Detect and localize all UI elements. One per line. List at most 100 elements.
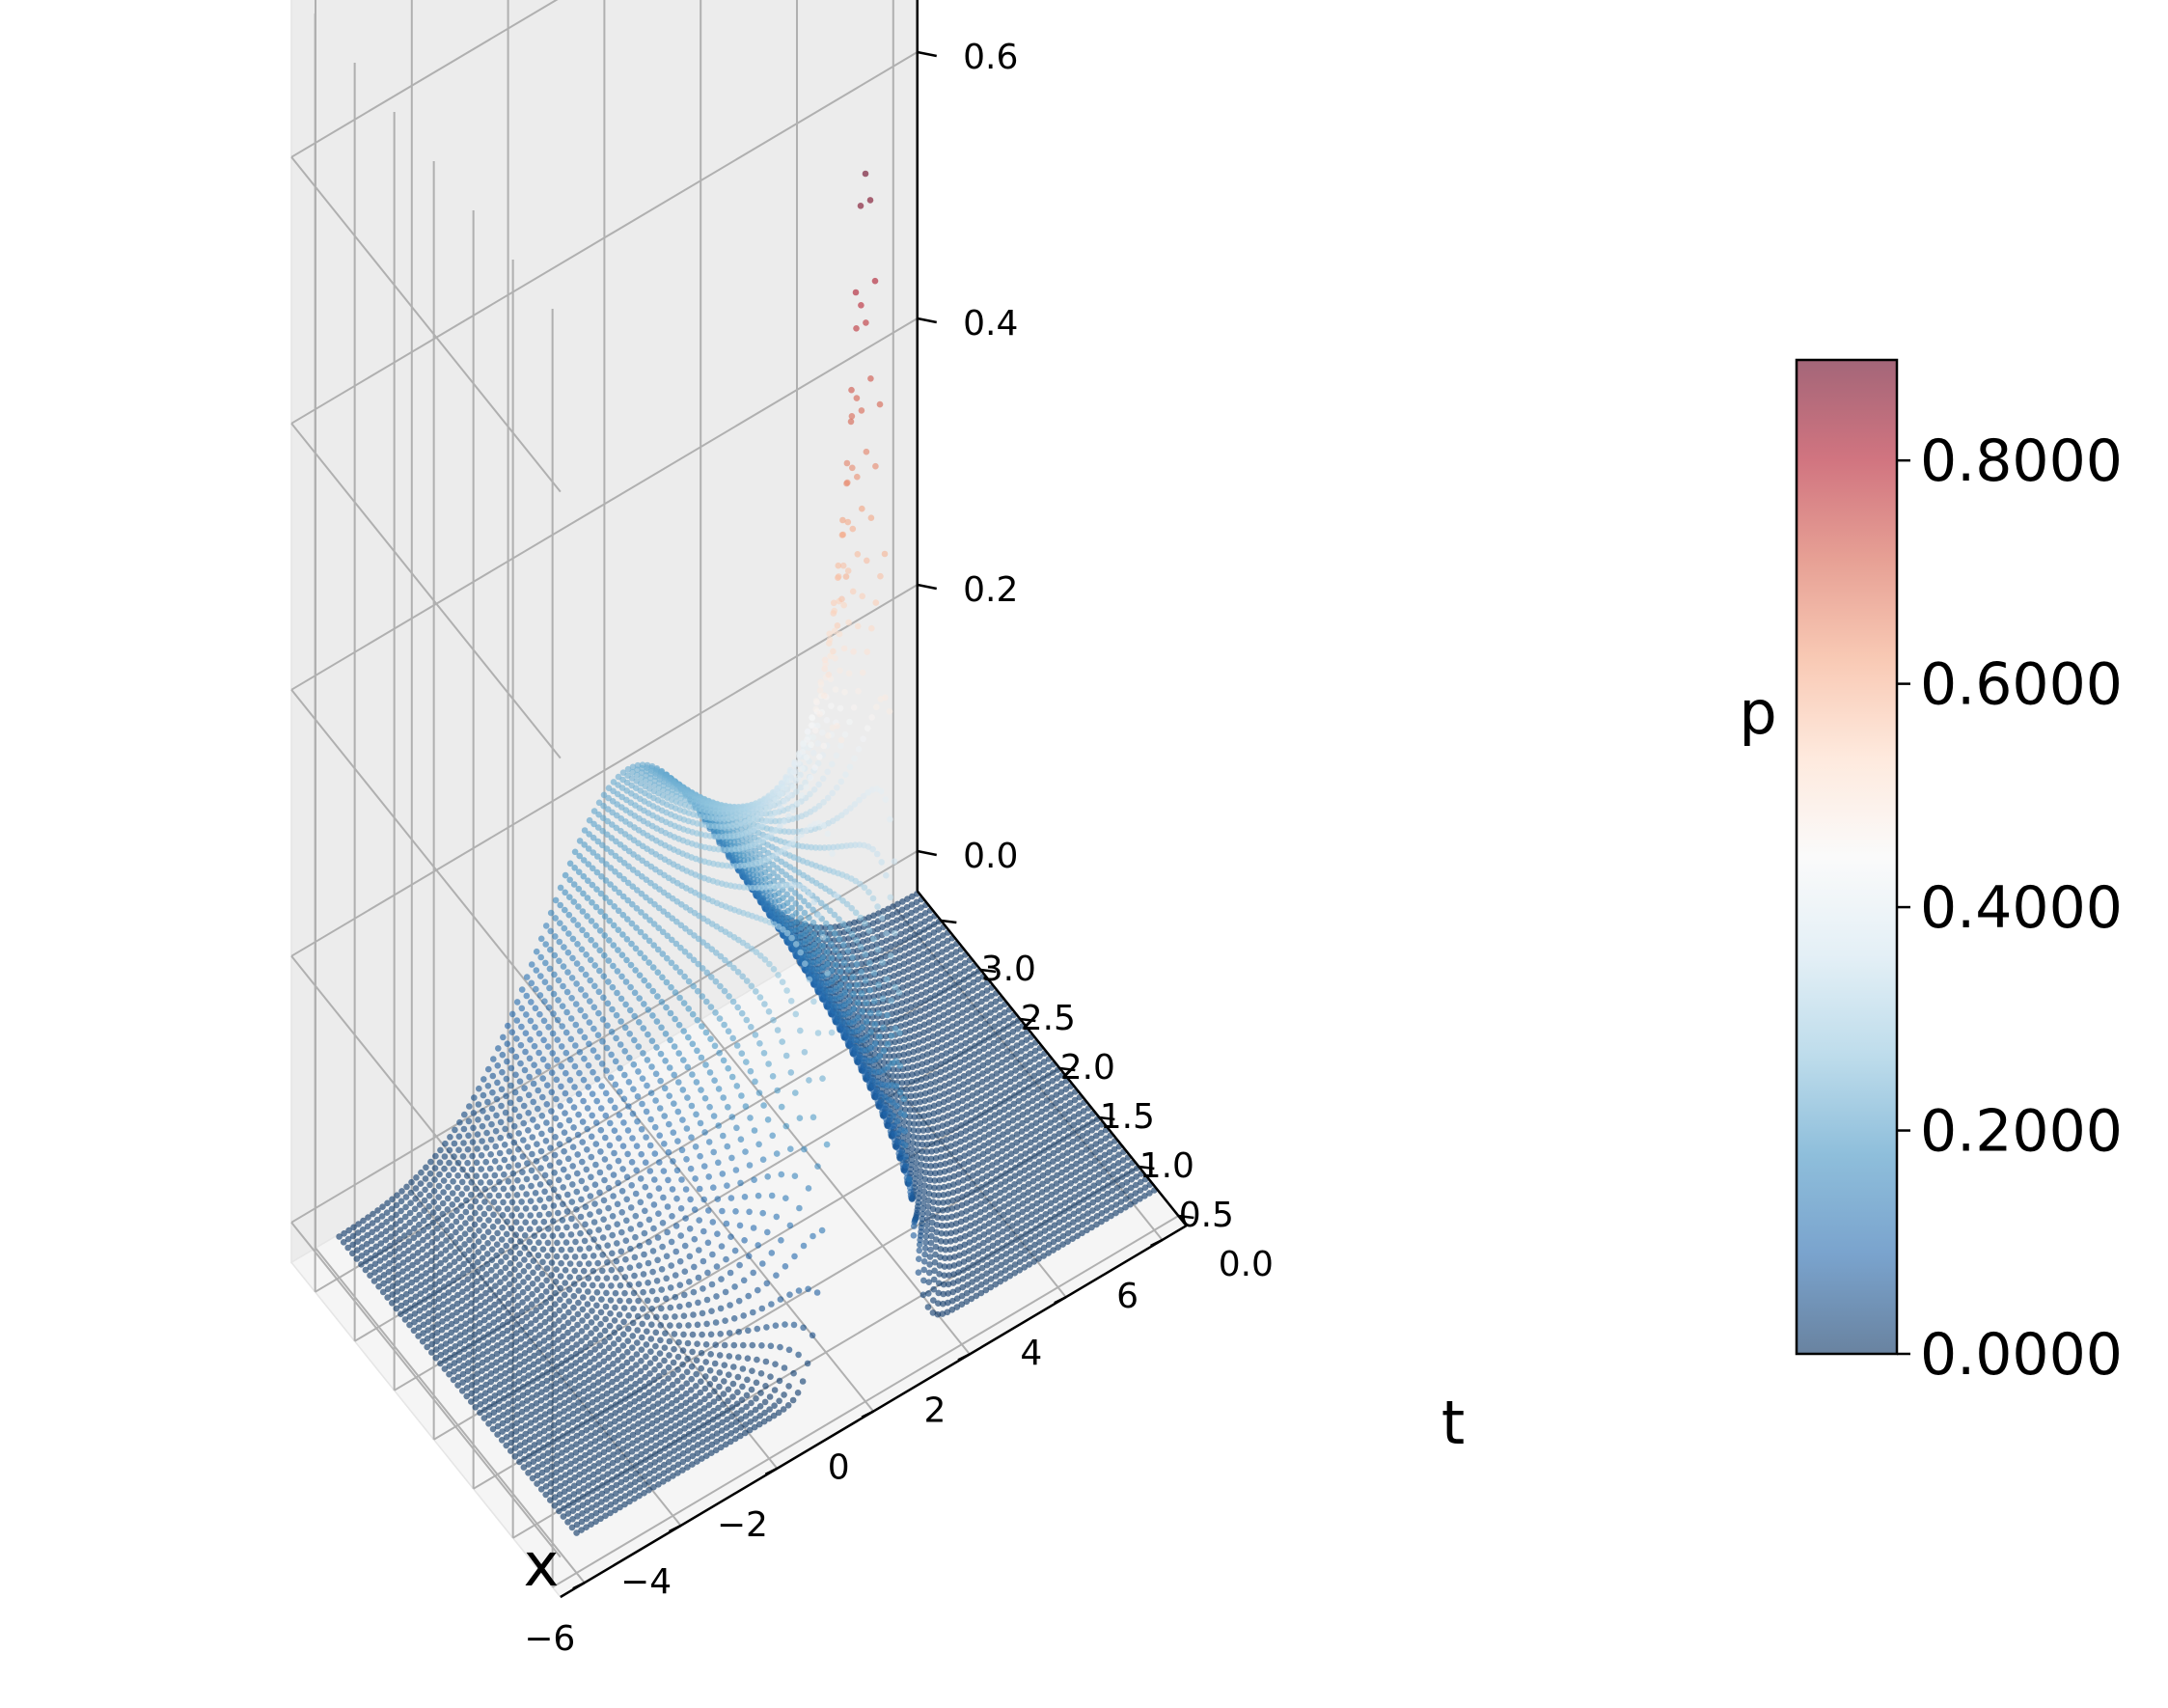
gridline-left-p	[290, 156, 562, 493]
data-point	[406, 1209, 414, 1217]
data-point	[613, 1274, 619, 1281]
data-point	[662, 1330, 669, 1336]
data-point	[643, 876, 650, 883]
data-point	[551, 1321, 558, 1328]
data-point	[704, 1239, 712, 1247]
data-point	[487, 1370, 495, 1377]
data-point	[533, 1173, 539, 1181]
data-point	[550, 1186, 558, 1194]
data-point	[894, 978, 902, 985]
data-point	[547, 927, 554, 935]
data-point	[910, 955, 918, 963]
data-point	[395, 1262, 402, 1270]
data-point	[497, 1118, 505, 1126]
data-point	[961, 959, 969, 967]
data-point	[881, 1053, 889, 1060]
data-point	[923, 1066, 930, 1074]
data-point	[619, 1166, 626, 1172]
data-point	[506, 1148, 513, 1155]
data-point	[464, 1367, 472, 1375]
data-point	[969, 1084, 976, 1091]
data-point	[933, 959, 941, 967]
data-point	[940, 1011, 947, 1019]
data-point	[377, 1240, 385, 1247]
data-point	[459, 1166, 466, 1173]
data-point	[921, 918, 928, 925]
data-point	[560, 963, 567, 970]
data-point	[400, 1251, 407, 1257]
data-point	[645, 937, 653, 945]
data-point	[519, 1391, 527, 1399]
data-point	[425, 1233, 431, 1240]
data-point	[566, 1077, 574, 1084]
data-point	[514, 1176, 521, 1184]
data-point	[394, 1288, 401, 1295]
data-point	[637, 1175, 645, 1182]
data-point	[963, 1023, 970, 1031]
data-point	[428, 1332, 436, 1339]
data-point	[642, 913, 649, 920]
data-point	[580, 1076, 588, 1084]
data-point	[906, 1119, 913, 1127]
data-point	[552, 1289, 559, 1297]
data-point	[596, 947, 603, 954]
data-point	[589, 1112, 595, 1119]
data-point	[647, 1348, 654, 1355]
data-point	[1014, 1033, 1021, 1041]
data-point	[462, 1208, 470, 1216]
data-point	[534, 1123, 541, 1130]
data-point	[806, 925, 813, 932]
data-point	[805, 902, 812, 909]
data-point	[640, 1288, 646, 1296]
data-point	[621, 1274, 629, 1281]
data-point	[562, 1267, 569, 1274]
data-point	[491, 1292, 499, 1299]
data-point	[609, 1006, 616, 1013]
data-point	[604, 831, 611, 839]
data-point	[515, 1113, 523, 1120]
data-point	[1023, 1045, 1029, 1052]
data-point	[563, 1224, 570, 1231]
data-point	[920, 1113, 928, 1119]
data-point	[411, 1205, 419, 1213]
data-point	[973, 1106, 980, 1114]
data-point	[1018, 1039, 1026, 1046]
data-point	[545, 1343, 552, 1350]
data-point	[547, 1294, 554, 1302]
data-point	[373, 1226, 381, 1232]
data-point	[965, 981, 973, 989]
data-point	[392, 1239, 398, 1246]
data-point	[932, 1079, 939, 1086]
data-point	[434, 1204, 442, 1212]
data-point	[1021, 1069, 1029, 1077]
data-point	[667, 1284, 674, 1291]
data-point	[447, 1134, 453, 1141]
data-point	[904, 974, 912, 981]
data-point	[523, 1323, 530, 1331]
data-point	[993, 1070, 1001, 1077]
data-point	[700, 1285, 706, 1292]
data-point	[617, 1088, 623, 1095]
data-point	[591, 1200, 598, 1207]
data-point	[559, 1003, 566, 1009]
data-point	[570, 898, 578, 905]
data-point	[589, 1308, 595, 1314]
data-point	[422, 1279, 429, 1285]
data-point	[511, 1356, 519, 1363]
data-point	[912, 1099, 919, 1107]
data-point	[533, 1307, 539, 1314]
data-point	[560, 982, 566, 990]
data-point	[879, 1076, 887, 1083]
data-point	[976, 1119, 984, 1127]
data-point	[907, 925, 914, 933]
data-point	[1002, 1097, 1008, 1105]
data-point	[592, 903, 600, 911]
data-point	[443, 1332, 451, 1339]
data-point	[906, 934, 914, 941]
data-point	[592, 1141, 600, 1147]
data-point	[1005, 1014, 1012, 1022]
data-point	[538, 1380, 546, 1388]
data-point	[441, 1265, 449, 1273]
data-point	[520, 1383, 527, 1391]
data-point	[530, 1098, 536, 1106]
